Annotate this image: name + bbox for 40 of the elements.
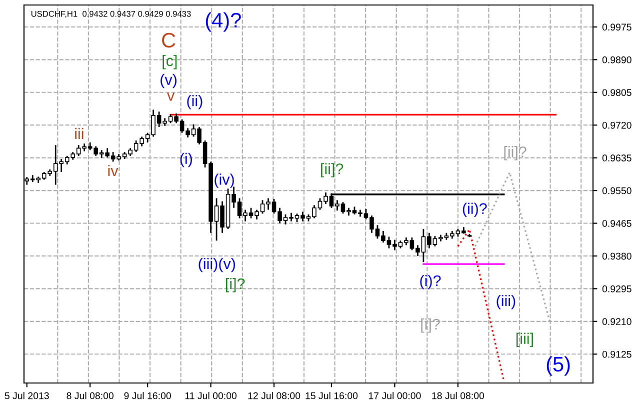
annotation: v (167, 92, 175, 101)
y-tick-label: 0.9465 (602, 220, 632, 227)
y-tick-label: 0.9635 (602, 154, 632, 162)
annotation: [i]? (421, 318, 440, 333)
annotation: (ii)? (462, 202, 487, 217)
x-tick-label: 11 Jul 00:00 (185, 392, 237, 400)
annotation: (v) (160, 74, 176, 88)
annotation: [iii] (516, 332, 533, 348)
annotation: [c] (162, 54, 177, 70)
annotation: (i)? (420, 274, 441, 290)
y-tick-label: 0.9720 (602, 122, 632, 129)
annotation: [ii]? (321, 163, 344, 178)
annotation: [i]? (226, 278, 245, 292)
annotation: (iii) (496, 294, 516, 310)
annotation: (5) (546, 356, 570, 376)
x-tick-label: 5 Jul 2013 (4, 392, 49, 400)
x-tick-label: 15 Jul 16:00 (306, 392, 358, 400)
x-tick-label: 8 Jul 08:00 (66, 392, 114, 400)
annotation: iii (75, 128, 84, 139)
annotation: (iii)(v) (198, 258, 236, 272)
y-tick-label: 0.9380 (602, 252, 632, 260)
y-tick-label: 0.9975 (602, 24, 632, 31)
x-tick-label: 9 Jul 16:00 (124, 392, 171, 400)
annotation: (iv) (214, 174, 234, 188)
annotation: C (162, 32, 176, 48)
annotation: iv (108, 164, 118, 176)
annotation: (i) (180, 152, 192, 168)
y-tick-label: 0.9125 (602, 350, 632, 358)
x-tick-label: 12 Jul 08:00 (248, 392, 300, 400)
annotation: [ii]? (504, 146, 526, 160)
text: USDCHF,H1 0.9432 0.9437 0.9429 0.9433 (31, 10, 191, 18)
y-tick-label: 0.9890 (602, 56, 632, 64)
annotation: (ii) (187, 95, 202, 110)
x-tick-label: 18 Jul 08:00 (432, 392, 484, 400)
y-tick-label: 0.9295 (602, 285, 632, 292)
y-tick-label: 0.9805 (602, 89, 632, 96)
y-tick-label: 0.9210 (602, 318, 632, 326)
annotation: (4)? (206, 12, 241, 32)
y-tick-label: 0.9550 (602, 187, 632, 194)
x-tick-label: 17 Jul 00:00 (368, 392, 421, 400)
